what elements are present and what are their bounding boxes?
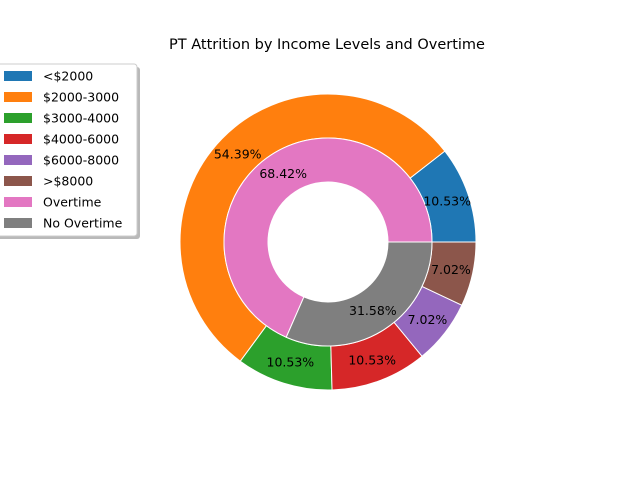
- outer-label-2000-3000: 54.39%: [214, 147, 262, 162]
- legend-swatch-3000-4000: [4, 113, 32, 123]
- legend-label-8000: >$8000: [43, 174, 93, 189]
- outer-label-4000-6000: 10.53%: [348, 353, 396, 368]
- outer-label-2000: 10.53%: [423, 194, 471, 209]
- outer-label-8000: 7.02%: [431, 262, 471, 277]
- legend-label-overtime: Overtime: [43, 195, 102, 210]
- outer-label-3000-4000: 10.53%: [267, 355, 315, 370]
- legend-swatch-2000-3000: [4, 92, 32, 102]
- legend-label-2000: <$2000: [43, 69, 93, 84]
- legend: <$2000 $2000-3000 $3000-4000 $4000-6000 $600…: [0, 63, 140, 239]
- legend-swatch-no-overtime: [4, 218, 32, 228]
- inner-label-no-overtime: 31.58%: [349, 303, 397, 318]
- legend-swatch-2000: [4, 71, 32, 81]
- inner-slice-overtime: [223, 137, 433, 338]
- inner-slice-no-overtime: [285, 241, 433, 347]
- chart-title: PT Attrition by Income Levels and Overti…: [169, 37, 485, 53]
- legend-label-4000-6000: $4000-6000: [43, 132, 119, 147]
- legend-box: [0, 63, 138, 237]
- legend-label-no-overtime: No Overtime: [43, 216, 123, 231]
- outer-ring: [179, 93, 477, 391]
- slice-labels: 10.53% 54.39% 10.53% 10.53% 7.02% 7.02% 68.42%…: [214, 147, 471, 370]
- legend-swatch-6000-8000: [4, 155, 32, 165]
- legend-label-6000-8000: $6000-8000: [43, 153, 119, 168]
- legend-swatch-overtime: [4, 197, 32, 207]
- inner-label-overtime: 68.42%: [259, 166, 307, 181]
- legend-swatch-4000-6000: [4, 134, 32, 144]
- legend-swatch-8000: [4, 176, 32, 186]
- legend-label-3000-4000: $3000-4000: [43, 111, 119, 126]
- outer-label-6000-8000: 7.02%: [408, 312, 448, 327]
- legend-label-2000-3000: $2000-3000: [43, 90, 119, 105]
- inner-ring: [223, 137, 433, 347]
